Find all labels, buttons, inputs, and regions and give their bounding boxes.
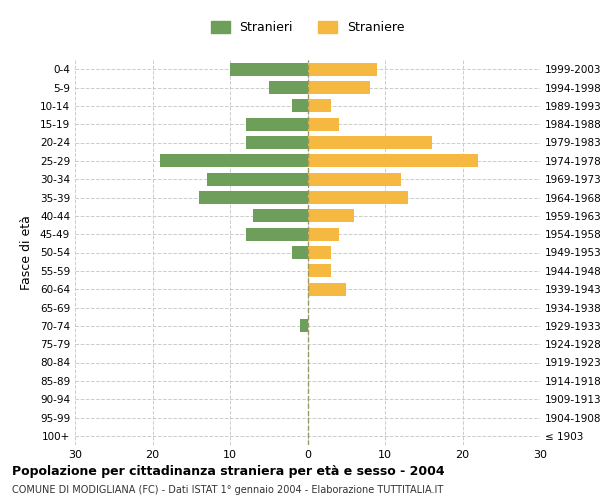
Bar [308,228,338,240]
Bar [308,246,331,259]
Bar [160,154,308,167]
Bar [300,320,308,332]
Bar [308,210,354,222]
Bar [207,173,308,186]
Bar [308,118,338,130]
Bar [308,81,370,94]
Bar [308,154,478,167]
Bar [253,210,308,222]
Bar [199,191,308,204]
Legend: Stranieri, Straniere: Stranieri, Straniere [206,16,409,39]
Y-axis label: Fasce di età: Fasce di età [20,215,33,290]
Text: Popolazione per cittadinanza straniera per età e sesso - 2004: Popolazione per cittadinanza straniera p… [12,465,445,478]
Bar [292,246,308,259]
Bar [308,191,408,204]
Bar [269,81,308,94]
Y-axis label: Anni di nascita: Anni di nascita [596,206,600,298]
Text: COMUNE DI MODIGLIANA (FC) - Dati ISTAT 1° gennaio 2004 - Elaborazione TUTTITALIA: COMUNE DI MODIGLIANA (FC) - Dati ISTAT 1… [12,485,443,495]
Bar [308,283,346,296]
Bar [308,136,431,149]
Bar [292,100,308,112]
Bar [308,100,331,112]
Bar [308,63,377,76]
Bar [245,136,308,149]
Bar [230,63,308,76]
Bar [245,118,308,130]
Bar [308,173,401,186]
Bar [245,228,308,240]
Bar [308,264,331,277]
